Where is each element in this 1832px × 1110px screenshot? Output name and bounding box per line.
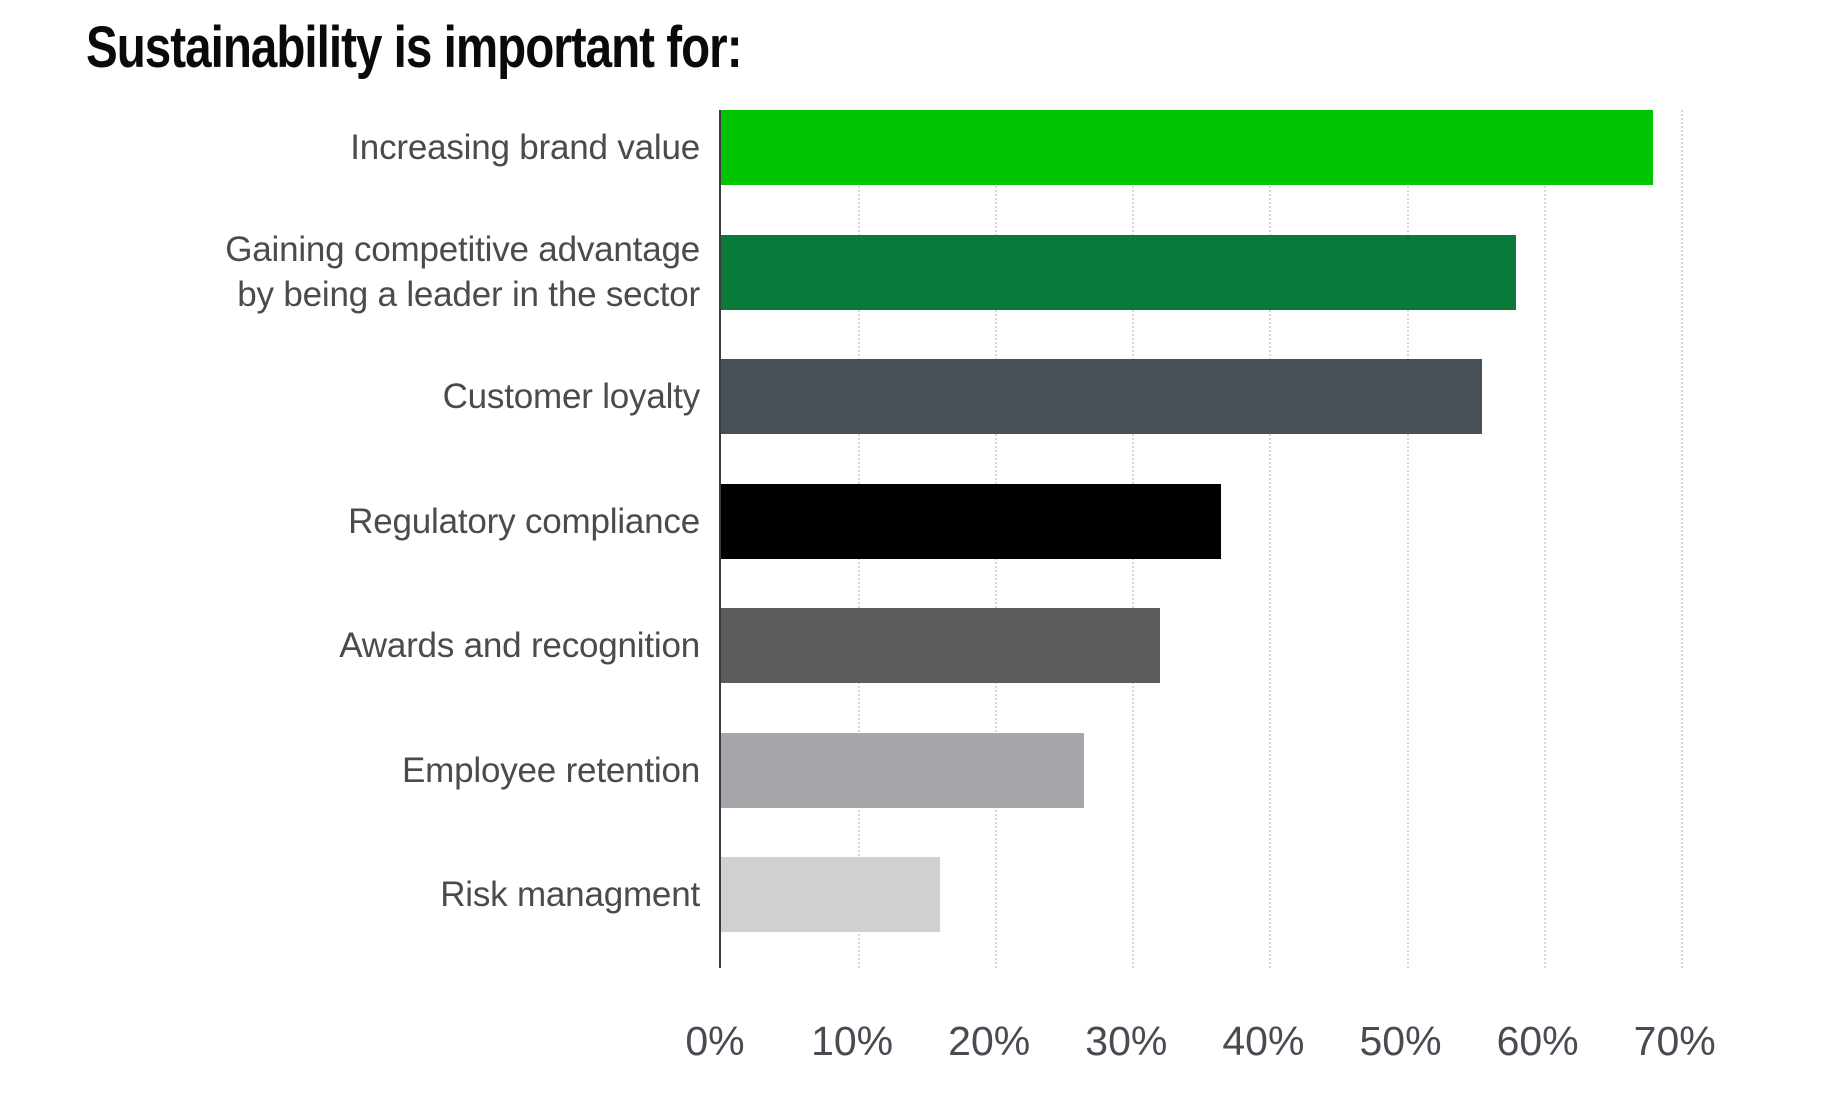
x-tick-70%: 70% [1633, 1018, 1716, 1064]
category-label: Employee retention [402, 750, 700, 790]
bar-row: Increasing brand value [0, 110, 1832, 185]
gridline-40% [1269, 110, 1272, 968]
category-label: Regulatory compliance [348, 501, 700, 541]
x-tick-60%: 60% [1496, 1018, 1579, 1064]
plot-area: Increasing brand value Gaining competitiv… [0, 100, 1832, 970]
x-tick-30%: 30% [1085, 1018, 1168, 1064]
bar-row: Employee retention [0, 732, 1832, 808]
bar-row: Risk managment [0, 857, 1832, 932]
x-tick-20%: 20% [948, 1018, 1031, 1064]
gridline-50% [1406, 110, 1409, 968]
bar-row: Regulatory compliance [0, 483, 1832, 559]
bar [721, 732, 1085, 808]
x-tick-50%: 50% [1359, 1018, 1442, 1064]
x-tick-0%: 0% [685, 1018, 745, 1064]
bar [721, 110, 1654, 185]
bar [721, 234, 1517, 310]
bar-rows: Increasing brand value Gaining competitiv… [0, 100, 1832, 970]
bar [721, 359, 1482, 434]
x-tick-40%: 40% [1222, 1018, 1305, 1064]
bar [721, 483, 1222, 559]
gridline-70% [1680, 110, 1683, 968]
category-label: Risk managment [440, 875, 700, 914]
bar-row: Customer loyalty [0, 359, 1832, 434]
x-tick-10%: 10% [811, 1018, 894, 1064]
bar-row: Awards and recognition [0, 608, 1832, 683]
x-axis-tick-labels: 0% 10% 20% 30% 40% 50% 60% 70% [0, 1018, 1832, 1088]
chart-title: Sustainability is important for: [86, 15, 743, 80]
y-axis-line [719, 110, 721, 968]
bar-row: Gaining competitive advantage by being a… [0, 230, 1832, 314]
category-label: Increasing brand value [350, 128, 700, 167]
bar [721, 608, 1160, 683]
category-label: Awards and recognition [339, 626, 700, 665]
gridline-60% [1543, 110, 1546, 968]
category-label: Customer loyalty [442, 377, 701, 416]
category-label: Gaining competitive advantage by being a… [225, 230, 700, 314]
bar [721, 857, 941, 932]
